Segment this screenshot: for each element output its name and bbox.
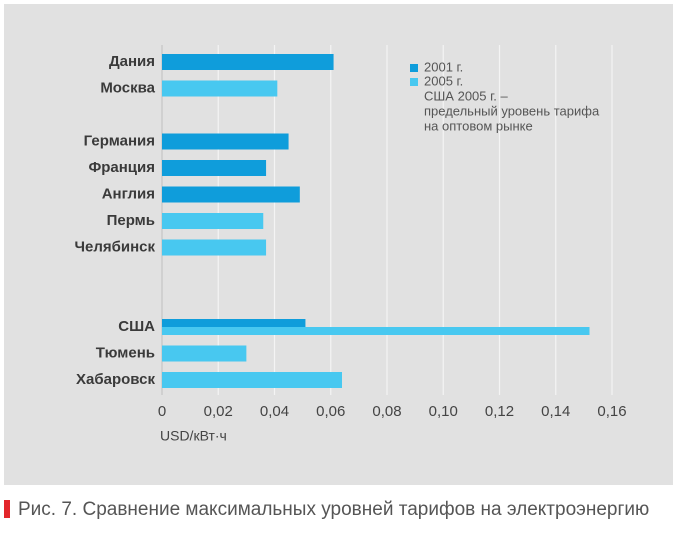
y-tick-label: Германия <box>84 132 155 149</box>
caption-marker <box>4 500 10 518</box>
bar <box>162 80 278 97</box>
bar <box>162 54 334 70</box>
bar <box>162 372 342 388</box>
x-tick-label: 0,10 <box>429 403 458 420</box>
y-tick-label: Тюмень <box>96 344 155 361</box>
caption: Рис. 7. Сравнение максимальных уровней т… <box>18 499 649 520</box>
y-tick-label: Хабаровск <box>76 371 155 388</box>
chart-background <box>4 4 673 485</box>
legend-note: предельный уровень тарифа <box>424 103 600 118</box>
y-tick-label: Франция <box>88 159 155 176</box>
bar <box>162 213 264 229</box>
bar <box>162 345 247 362</box>
x-tick-label: 0,08 <box>372 403 401 420</box>
legend-swatch <box>410 78 418 86</box>
x-tick-label: 0,06 <box>316 403 345 420</box>
y-tick-label: США <box>118 318 155 335</box>
y-tick-label: Англия <box>102 185 155 202</box>
x-tick-label: 0,14 <box>541 403 570 420</box>
y-tick-label: Пермь <box>107 212 155 229</box>
x-tick-label: 0 <box>158 403 166 420</box>
bar <box>162 319 306 327</box>
y-tick-label: Челябинск <box>74 238 155 255</box>
legend-swatch <box>410 64 418 72</box>
bar <box>162 160 267 176</box>
legend-note: на оптовом рынке <box>424 118 533 133</box>
y-tick-label: Дания <box>109 53 155 70</box>
x-tick-label: 0,16 <box>597 403 626 420</box>
bar <box>162 239 267 256</box>
x-tick-label: 0,02 <box>204 403 233 420</box>
y-tick-label: Москва <box>100 79 155 96</box>
legend-label: 2001 г. <box>424 59 463 74</box>
x-tick-label: 0,12 <box>485 403 514 420</box>
bar <box>162 186 300 203</box>
x-tick-label: 0,04 <box>260 403 289 420</box>
legend-label: 2005 г. <box>424 73 463 88</box>
bar <box>162 133 289 150</box>
legend-note: США 2005 г. – <box>424 88 508 103</box>
bar <box>162 327 590 335</box>
x-axis-label: USD/кВт·ч <box>160 428 227 444</box>
